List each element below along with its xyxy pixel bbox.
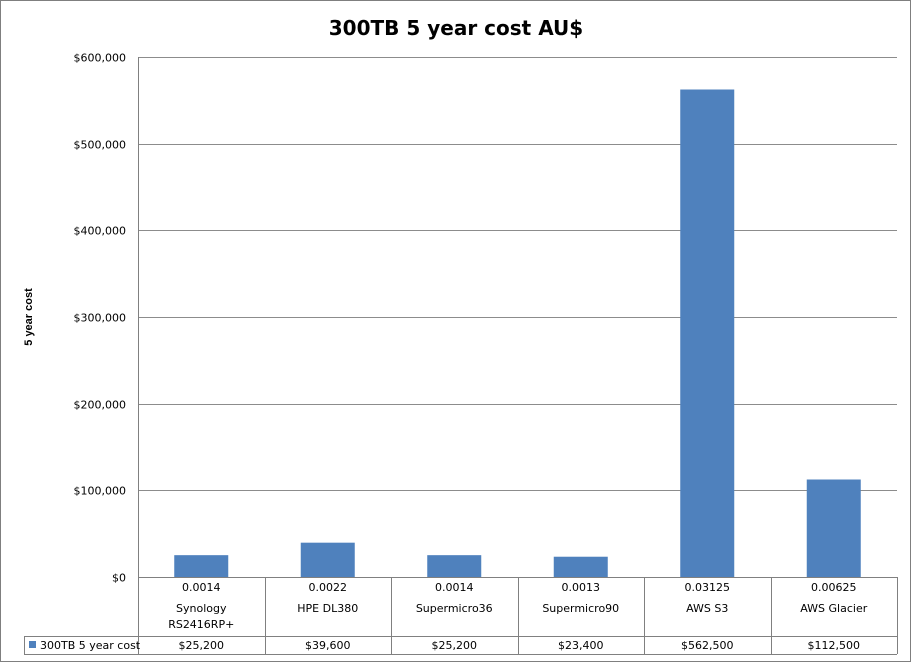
bar	[553, 556, 608, 577]
data-label: $562,500	[681, 639, 734, 652]
category-rate-label: 0.0022	[309, 581, 348, 594]
category-rate-label: 0.0014	[182, 581, 221, 594]
bar	[427, 555, 482, 577]
category-label: Synology	[176, 602, 227, 615]
gridlines	[138, 57, 897, 577]
category-label: Supermicro90	[542, 602, 619, 615]
category-label: RS2416RP+	[168, 618, 234, 631]
legend-label: 300TB 5 year cost	[40, 639, 141, 652]
category-rate-label: 0.00625	[811, 581, 857, 594]
y-tick-label: $200,000	[74, 399, 127, 412]
y-tick-label: $0	[112, 572, 126, 585]
bar	[300, 542, 355, 577]
data-label: $23,400	[558, 639, 604, 652]
data-label: $25,200	[179, 639, 225, 652]
y-tick-label: $400,000	[74, 225, 127, 238]
data-table: 0.0014 Synology RS2416RP+ $25,200 0.0022 HPE …	[24, 577, 898, 655]
legend-swatch	[29, 641, 36, 648]
chart-title: 300TB 5 year cost AU$	[329, 16, 583, 40]
y-tick-label: $500,000	[74, 139, 127, 152]
y-tick-label: $600,000	[74, 52, 127, 65]
data-label: $25,200	[432, 639, 478, 652]
bar	[680, 89, 735, 577]
bar	[806, 479, 861, 577]
category-label: HPE DL380	[297, 602, 358, 615]
bars	[174, 89, 861, 577]
y-tick-label: $100,000	[74, 485, 127, 498]
category-rate-label: 0.0013	[562, 581, 601, 594]
data-label: $39,600	[305, 639, 351, 652]
category-label: AWS S3	[686, 602, 728, 615]
y-axis-label: 5 year cost	[23, 288, 35, 346]
category-label: AWS Glacier	[800, 602, 867, 615]
y-axis-ticks: $0 $100,000 $200,000 $300,000 $400,000 $500,0…	[74, 52, 127, 585]
bar	[174, 555, 229, 577]
y-tick-label: $300,000	[74, 312, 127, 325]
data-label: $112,500	[808, 639, 861, 652]
category-rate-label: 0.03125	[685, 581, 731, 594]
category-label: Supermicro36	[416, 602, 493, 615]
category-rate-label: 0.0014	[435, 581, 474, 594]
